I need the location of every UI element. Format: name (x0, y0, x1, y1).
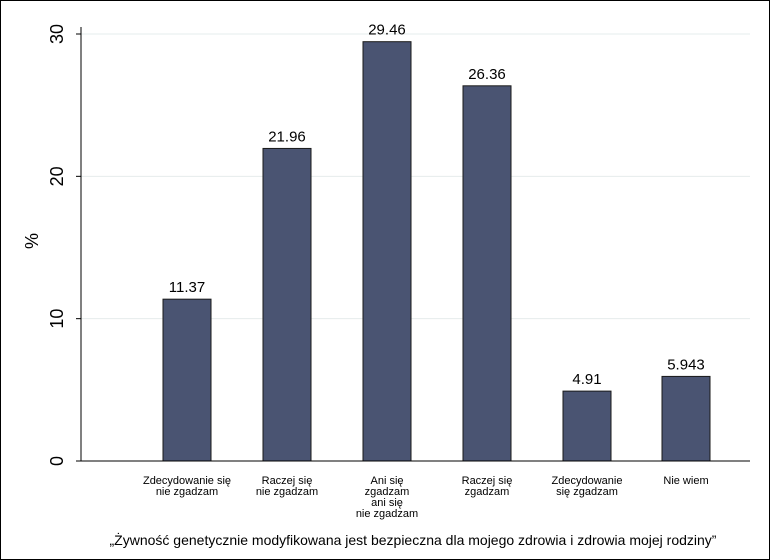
value-label: 29.46 (368, 22, 406, 39)
grid-lines (81, 33, 750, 320)
bar (362, 41, 412, 462)
bars (162, 41, 711, 462)
bar (562, 390, 612, 462)
x-category-label: Nie wiem (663, 475, 708, 487)
value-label: 11.37 (169, 279, 205, 296)
x-category-label: Zdecydowanie (552, 475, 623, 487)
y-tick-label: 20 (47, 166, 67, 186)
value-label: 21.96 (268, 128, 306, 145)
y-ticks: 0 10 20 30 (47, 24, 81, 466)
x-category-label: Ani się (370, 475, 403, 487)
value-label: 5.943 (667, 356, 705, 373)
x-category-label: nie zgadzam (256, 486, 318, 498)
x-category-label: zgadzam (365, 486, 410, 498)
x-category-label: Raczej się (262, 475, 313, 487)
bar (462, 85, 512, 462)
x-category-label: zgadzam (465, 486, 510, 498)
x-category-label: nie zgadzam (356, 508, 418, 520)
axes (80, 27, 750, 462)
x-category-label: Zdecydowanie się (143, 475, 231, 487)
x-category-label: się zgadzam (556, 486, 618, 498)
y-tick-label: 10 (47, 309, 67, 329)
value-label: 4.91 (572, 371, 601, 388)
value-labels: 11.37 21.96 29.46 26.36 4.91 5.943 (169, 22, 705, 388)
x-axis-title: „Żywność genetycznie modyfikowana jest b… (110, 531, 717, 548)
bar (262, 147, 312, 462)
bar (162, 298, 212, 462)
x-category-label: ani się (371, 497, 403, 509)
y-axis-title: % (22, 233, 42, 249)
bar (661, 375, 711, 462)
y-tick-label: 30 (47, 24, 67, 44)
x-category-label: nie zgadzam (156, 486, 218, 498)
y-tick-label: 0 (47, 456, 67, 466)
value-label: 26.36 (468, 66, 506, 83)
x-category-label: Raczej się (462, 475, 513, 487)
